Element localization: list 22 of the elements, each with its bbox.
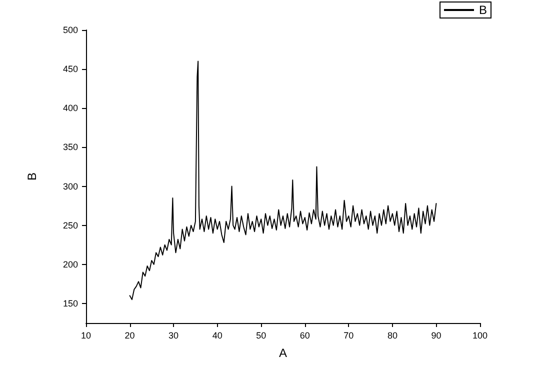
x-tick-label: 10 [80, 330, 92, 340]
y-tick-label: 200 [62, 259, 78, 270]
y-tick-label: 150 [62, 298, 78, 308]
x-tick-label: 40 [212, 330, 222, 340]
x-tick-label: 60 [300, 330, 310, 340]
y-axis-title: B [25, 172, 39, 181]
x-axis-title: A [278, 346, 288, 360]
line-series [129, 60, 437, 300]
x-tick-label: 100 [472, 330, 488, 340]
y-tick-label: 350 [62, 142, 78, 152]
y-tick-label: 450 [62, 64, 78, 74]
y-tick-label: 500 [62, 25, 78, 35]
y-tick-label: 250 [62, 220, 78, 230]
legend-label: B [478, 3, 488, 17]
x-tick-label: 90 [431, 330, 442, 340]
x-tick-label: 50 [256, 330, 266, 340]
y-tick-label: 300 [62, 181, 78, 192]
x-tick-label: 70 [344, 330, 354, 340]
y-tick-label: 400 [62, 103, 78, 114]
x-tick-label: 80 [387, 330, 398, 340]
x-tick-label: 30 [168, 330, 179, 340]
x-tick-label: 20 [124, 330, 135, 340]
